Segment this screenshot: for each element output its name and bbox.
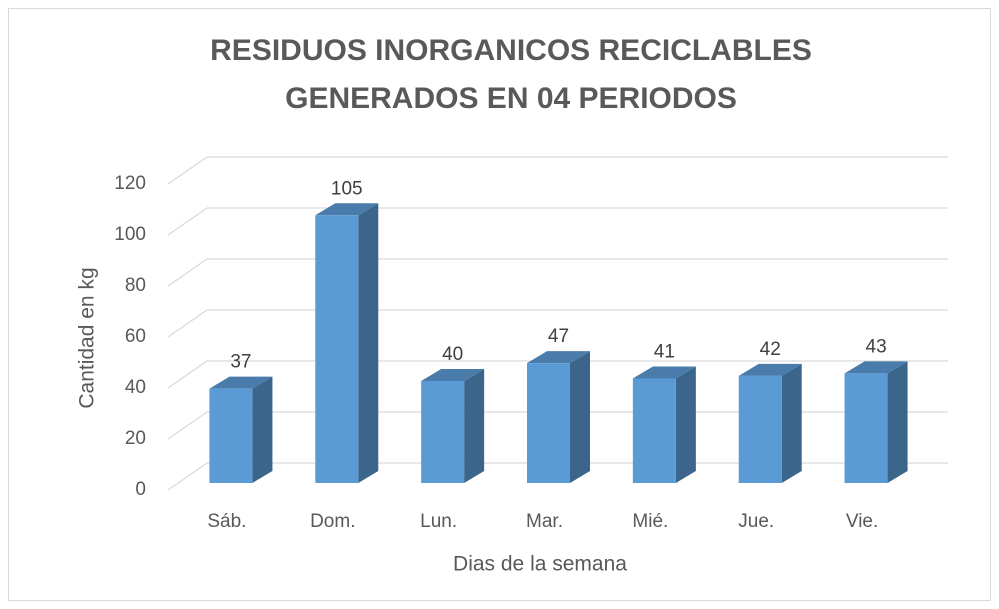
chart-title-line-1: RESIDUOS INORGANICOS RECICLABLES [210, 34, 812, 67]
grid-line [167, 411, 948, 440]
bar [844, 373, 888, 483]
y-tick-label: 60 [125, 326, 146, 347]
grid-line [167, 462, 948, 491]
bar-top [315, 203, 379, 216]
y-tick-label: 120 [114, 173, 146, 194]
bar-top [421, 369, 485, 381]
bar-top [527, 351, 590, 364]
value-label: 47 [548, 326, 569, 347]
grid-line [167, 258, 948, 287]
value-label: 41 [654, 341, 675, 362]
value-label: 43 [866, 336, 887, 357]
bar [527, 363, 570, 483]
bar-side [252, 376, 273, 483]
y-tick-label: 80 [125, 275, 146, 296]
bar-side [358, 203, 379, 483]
y-axis-title: Cantidad en kg [76, 267, 99, 408]
chart-border [8, 8, 991, 601]
y-tick-label: 40 [125, 377, 146, 398]
x-tick-label: Dom. [310, 511, 355, 532]
x-tick-label: Vie. [846, 511, 878, 532]
grid-line [167, 156, 948, 185]
x-tick-label: Jue. [738, 511, 774, 532]
bar-top [738, 363, 802, 376]
bar-top [209, 376, 273, 389]
bar-side [781, 363, 802, 483]
grid-line [167, 207, 948, 236]
y-tick-label: 100 [114, 224, 146, 245]
x-axis-title: Dias de la semana [453, 553, 627, 576]
x-tick-label: Mié. [632, 511, 668, 532]
value-label: 40 [442, 344, 463, 365]
bar [315, 215, 359, 483]
x-tick-label: Sáb. [207, 511, 246, 532]
x-tick-label: Lun. [420, 511, 457, 532]
bar [738, 375, 782, 483]
y-tick-label: 0 [135, 479, 146, 500]
bar [421, 381, 465, 483]
bar-side [464, 369, 485, 483]
bar-side [570, 351, 590, 483]
bar-side [887, 361, 908, 483]
chart-title-line-2: GENERADOS EN 04 PERIODOS [285, 82, 737, 115]
grid-line [167, 360, 948, 389]
bar [632, 378, 676, 483]
value-label: 37 [230, 352, 251, 373]
bar-top [632, 366, 696, 379]
value-label: 42 [760, 339, 781, 360]
bar-side [675, 366, 696, 483]
bar-top [844, 361, 908, 374]
grid-line [167, 309, 948, 338]
x-tick-label: Mar. [526, 511, 563, 532]
bar [209, 388, 253, 483]
y-tick-label: 20 [125, 428, 146, 449]
value-label: 105 [331, 178, 363, 199]
